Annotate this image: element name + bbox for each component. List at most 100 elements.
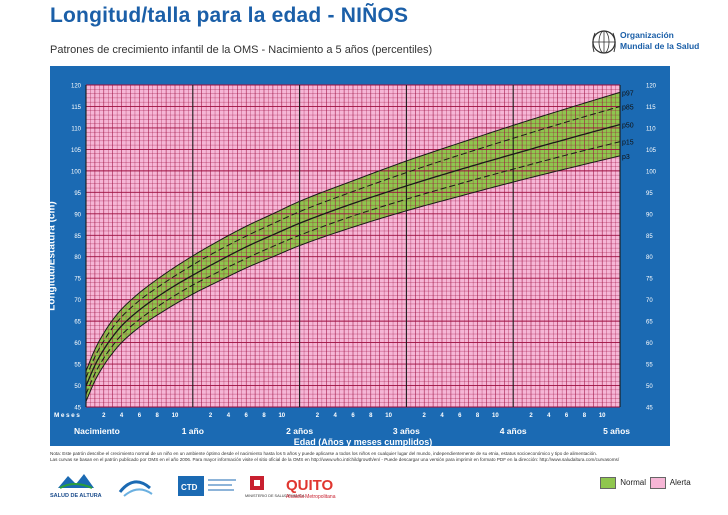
series-line-p97	[85, 91, 621, 372]
x-month-tick-label: 10	[492, 413, 499, 419]
series-line-p15	[85, 141, 621, 395]
quito-text: QUITO	[286, 477, 334, 494]
legend-alerta: Alerta	[650, 477, 691, 489]
x-year-tick-label: 1 año	[182, 426, 204, 436]
sponsor-logos: SALUD DE ALTURA CTD MINISTERIO DE SALUD …	[50, 474, 336, 500]
y-tick-label-right: 120	[646, 84, 657, 90]
series-label-p85: p85	[622, 104, 634, 111]
x-month-tick-label: 10	[599, 413, 606, 419]
salud-altura-text: SALUD DE ALTURA	[50, 493, 102, 499]
x-month-tick-label: 8	[369, 413, 373, 419]
x-month-prefix: Meses	[54, 412, 81, 419]
x-month-tick-label: 4	[547, 413, 551, 419]
y-tick-label-right: 55	[646, 363, 653, 369]
who-logo: Organización Mundial de la Salud	[590, 28, 720, 58]
page-subtitle: Patrones de crecimiento infantil de la O…	[50, 44, 433, 56]
y-tick-label-left: 55	[74, 363, 81, 369]
y-tick-label-left: 75	[74, 277, 81, 283]
x-month-tick-label: 6	[138, 413, 142, 419]
y-tick-label-left: 45	[74, 406, 81, 412]
footnote-line1: Nota: Este patrón describe el crecimient…	[50, 451, 597, 456]
x-month-tick-label: 6	[458, 413, 462, 419]
x-month-tick-label: 8	[156, 413, 160, 419]
x-year-tick-label: Nacimiento	[74, 426, 120, 436]
x-month-tick-label: 8	[476, 413, 480, 419]
y-tick-label-left: 85	[74, 234, 81, 240]
series-label-p50: p50	[622, 122, 634, 129]
x-month-tick-label: 4	[120, 413, 124, 419]
y-tick-label-right: 65	[646, 320, 653, 326]
quito-subtext: Alcaldía Metropolitana	[286, 494, 336, 500]
y-tick-label-left: 115	[71, 105, 81, 111]
y-tick-label-left: 60	[74, 341, 81, 347]
y-tick-label-left: 90	[74, 212, 81, 218]
y-tick-label-left: 95	[74, 191, 81, 197]
x-month-tick-label: 10	[278, 413, 285, 419]
y-tick-label-right: 95	[646, 191, 653, 197]
y-tick-label-right: 115	[646, 105, 656, 111]
y-tick-label-left: 50	[74, 384, 81, 390]
y-tick-label-right: 60	[646, 341, 653, 347]
y-tick-label-right: 70	[646, 298, 653, 304]
series-label-p3: p3	[622, 154, 630, 161]
ministerio-text: MINISTERIO DE SALUD PÚBLICA	[245, 493, 305, 498]
y-tick-label-right: 50	[646, 384, 653, 390]
quito-logo: QUITO Alcaldía Metropolitana	[286, 477, 336, 500]
y-tick-label-right: 100	[646, 169, 657, 175]
y-tick-label-left: 105	[71, 148, 82, 154]
y-tick-label-left: 70	[74, 298, 81, 304]
x-year-tick-label: 5 años	[603, 426, 630, 436]
y-tick-label-right: 110	[646, 126, 656, 132]
y-tick-label-left: 110	[71, 126, 81, 132]
ctd-logo: CTD	[178, 476, 236, 496]
x-year-tick-label: 4 años	[500, 426, 527, 436]
legend-normal-label: Normal	[620, 478, 647, 488]
x-month-tick-label: 4	[440, 413, 444, 419]
x-month-tick-label: 4	[227, 413, 231, 419]
x-month-tick-label: 2	[102, 413, 106, 419]
series-label-p97: p97	[622, 90, 634, 97]
footnote-line2: Las curvas se basan en el patrón publica…	[50, 457, 620, 462]
y-tick-label-right: 75	[646, 277, 653, 283]
who-name-line1: Organización	[620, 30, 674, 40]
legend-normal: Normal	[600, 477, 646, 489]
x-month-tick-label: 10	[385, 413, 392, 419]
x-month-tick-label: 6	[351, 413, 355, 419]
footnote: Nota: Este patrón describe el crecimient…	[50, 451, 670, 463]
x-month-tick-label: 8	[262, 413, 266, 419]
ecuador-logo	[118, 480, 153, 497]
x-month-tick-label: 10	[172, 413, 179, 419]
grid-lines	[85, 84, 621, 408]
x-month-tick-label: 2	[316, 413, 320, 419]
x-month-tick-label: 2	[423, 413, 427, 419]
x-axis-title: Edad (Años y meses cumplidos)	[294, 437, 433, 447]
legend-normal-swatch	[600, 477, 616, 489]
y-tick-label-left: 120	[71, 84, 82, 90]
y-tick-label-right: 85	[646, 234, 653, 240]
legend-alerta-swatch	[650, 477, 666, 489]
series-label-p15: p15	[622, 140, 634, 147]
x-month-tick-label: 6	[245, 413, 249, 419]
y-tick-label-right: 45	[646, 406, 653, 412]
who-name-line2: Mundial de la Salud	[620, 41, 700, 51]
ctd-text: CTD	[181, 483, 198, 492]
y-tick-label-right: 80	[646, 255, 653, 261]
x-month-tick-label: 8	[583, 413, 587, 419]
x-month-tick-label: 2	[209, 413, 213, 419]
series-line-p85	[85, 105, 621, 379]
series-line-p50	[85, 123, 621, 387]
salud-altura-logo: SALUD DE ALTURA	[50, 474, 102, 499]
x-year-tick-label: 3 años	[393, 426, 420, 436]
ministerio-logo: MINISTERIO DE SALUD PÚBLICA	[245, 476, 305, 498]
x-month-tick-label: 4	[334, 413, 338, 419]
x-year-tick-label: 2 años	[286, 426, 313, 436]
x-month-tick-label: 6	[565, 413, 569, 419]
who-emblem-icon	[592, 30, 616, 54]
y-tick-label-right: 105	[646, 148, 657, 154]
y-tick-label-right: 90	[646, 212, 653, 218]
y-tick-label-left: 65	[74, 320, 81, 326]
x-month-tick-label: 2	[529, 413, 533, 419]
legend-alerta-label: Alerta	[669, 478, 691, 488]
y-tick-label-left: 80	[74, 255, 81, 261]
